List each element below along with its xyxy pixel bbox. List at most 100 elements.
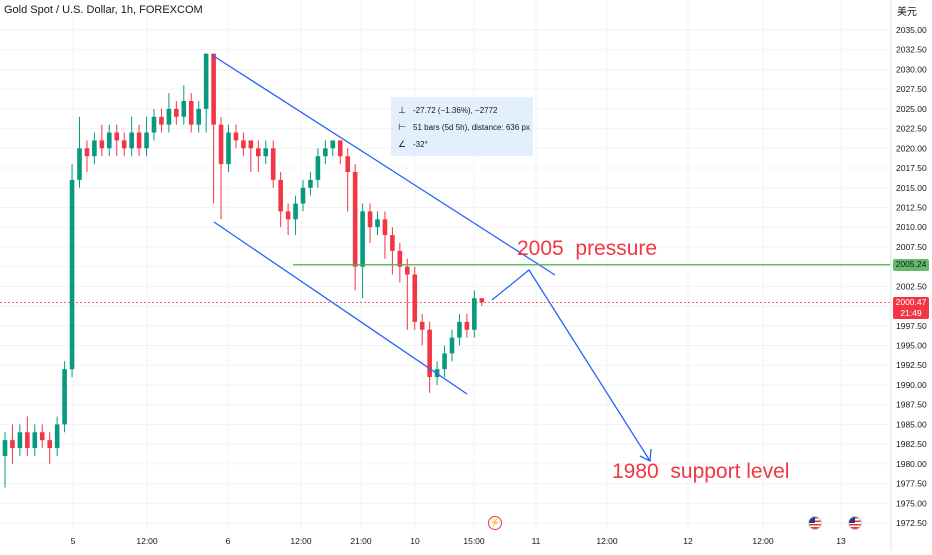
candle-body: [390, 235, 395, 251]
y-tick-label: 1975.00: [896, 498, 927, 508]
candle-body: [375, 219, 380, 228]
candle-body: [181, 100, 187, 117]
angle-icon: ∠: [397, 138, 407, 149]
y-tick-label: 1980.00: [896, 459, 927, 469]
candle-body: [77, 148, 82, 180]
x-tick-label: 13: [836, 536, 846, 546]
candle-body: [211, 53, 216, 125]
price-axis: 2035.00 2032.50 2030.00 2027.50 2025.00 2022.…: [890, 0, 927, 550]
candle-body: [174, 108, 179, 117]
candle-body: [159, 116, 164, 125]
time-axis: 5 12:00 6 12:00 21:00 10 15:00 11 12:00 12 12:00 13: [71, 536, 846, 546]
candle-body: [427, 329, 432, 378]
candle-body: [62, 369, 67, 425]
y-tick-label: 1982.50: [896, 439, 927, 449]
pressure-annotation[interactable]: 2005 pressure: [517, 237, 658, 260]
candle-body: [457, 321, 462, 338]
candle-body: [233, 132, 239, 141]
candle-body: [263, 148, 269, 157]
measure-price-row: ⊥ -27.72 (−1.36%), −2772: [397, 103, 498, 117]
candle-body: [397, 250, 403, 267]
us-flag-icon[interactable]: [848, 516, 862, 530]
candle-body: [241, 140, 246, 149]
measure-price-change: -27.72 (−1.36%), −2772: [413, 105, 498, 115]
candle-body: [203, 53, 209, 109]
candle-body: [121, 140, 127, 149]
forecast-arrow-path: [491, 269, 651, 462]
candle-body: [151, 116, 157, 133]
candles: [2, 53, 485, 488]
currency-label[interactable]: 美元: [897, 7, 917, 18]
candle-body: [54, 424, 60, 449]
candle-body: [136, 132, 142, 149]
y-tick-label: 1995.00: [896, 341, 927, 351]
candle-body: [47, 440, 52, 449]
measure-tooltip[interactable]: ⊥ -27.72 (−1.36%), −2772 ⊢ 51 bars (5d 5…: [391, 97, 533, 156]
x-tick-label: 6: [226, 536, 231, 546]
candle-body: [412, 274, 418, 322]
lightning-icon[interactable]: ⚡: [488, 516, 502, 530]
candle-body: [84, 148, 90, 157]
y-tick-label: 2007.50: [896, 242, 927, 252]
y-tick-label: 1972.50: [896, 518, 927, 528]
forecast-arrowhead: [639, 448, 652, 463]
x-tick-label: 21:00: [350, 536, 372, 546]
candle-body: [39, 432, 45, 441]
candle-body: [129, 132, 134, 149]
candle-body: [300, 187, 306, 204]
y-tick-label: 2025.00: [896, 104, 927, 114]
measure-angle-row: ∠ -32°: [397, 137, 428, 151]
candle-body: [248, 140, 254, 149]
candle-body: [479, 298, 485, 303]
candle-body: [17, 432, 23, 449]
candle-body: [442, 353, 447, 370]
drawings: [211, 54, 890, 463]
y-tick-label: 1990.00: [896, 380, 927, 390]
x-tick-label: 12:00: [752, 536, 774, 546]
candle-body: [166, 108, 172, 125]
y-tick-label: 1997.50: [896, 321, 927, 331]
candle-body: [367, 211, 373, 228]
y-tick-label: 1977.50: [896, 479, 927, 489]
level-price-tag: 2005.24: [893, 259, 929, 271]
channel-upper-line: [211, 54, 556, 276]
measure-bars: 51 bars (5d 5h), distance: 636 px: [413, 122, 530, 132]
y-tick-label: 2012.50: [896, 202, 927, 212]
y-tick-label: 2017.50: [896, 163, 927, 173]
horizontal-range-icon: ⊢: [398, 121, 406, 132]
y-tick-label: 2010.00: [896, 222, 927, 232]
us-flag-icon[interactable]: [808, 516, 822, 530]
candle-body: [464, 321, 470, 330]
y-tick-label: 2027.50: [896, 84, 927, 94]
candle-body: [345, 156, 350, 172]
x-tick-label: 11: [532, 536, 541, 546]
candle-body: [337, 140, 343, 157]
candle-body: [92, 140, 97, 157]
candle-body: [315, 156, 321, 180]
y-tick-label: 2020.00: [896, 143, 927, 153]
candle-body: [308, 179, 313, 188]
candle-body: [278, 179, 283, 212]
candle-body: [99, 140, 105, 149]
candle-body: [293, 203, 298, 220]
candle-body: [196, 108, 201, 125]
chart-title: Gold Spot / U.S. Dollar, 1h, FOREXCOM: [4, 4, 203, 16]
support-annotation[interactable]: 1980 support level: [612, 460, 790, 483]
candle-body: [32, 432, 38, 449]
candle-body: [69, 179, 75, 370]
y-tick-label: 1985.00: [896, 419, 927, 429]
candle-body: [256, 148, 261, 157]
candle-body: [107, 132, 112, 149]
candle-body: [330, 140, 336, 149]
x-tick-label: 5: [71, 536, 76, 546]
candle-body: [270, 148, 276, 180]
candle-body: [360, 211, 365, 267]
candle-body: [25, 432, 30, 449]
y-tick-label: 1987.50: [896, 400, 927, 410]
candle-body: [449, 337, 455, 354]
vertical-range-icon: ⊥: [398, 104, 406, 115]
y-tick-label: 1992.50: [896, 360, 927, 370]
candle-body: [472, 298, 477, 330]
